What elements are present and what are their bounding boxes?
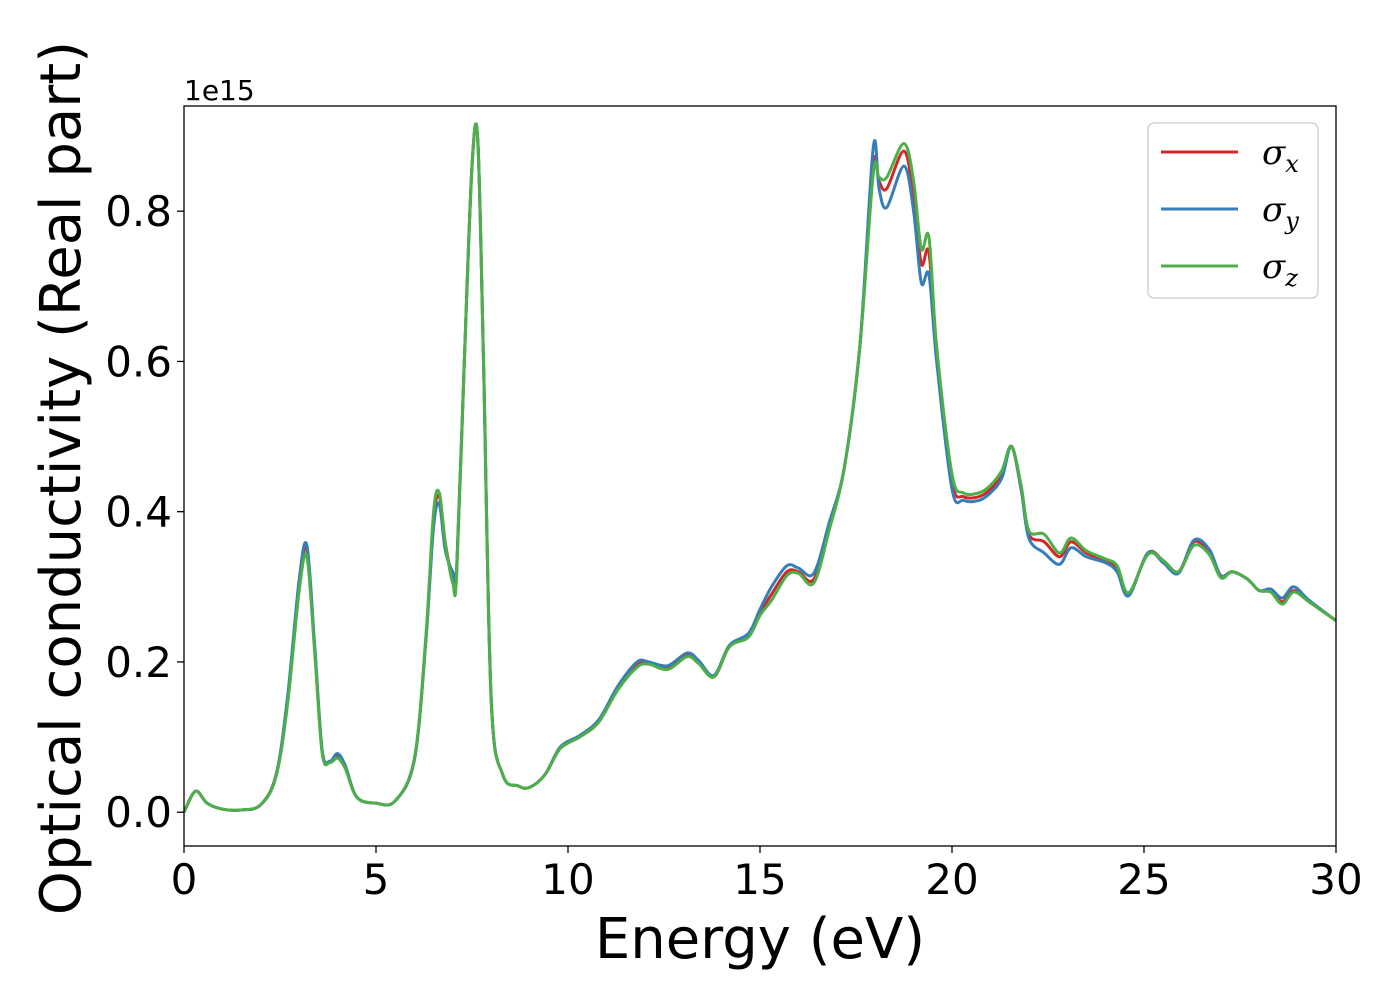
y-offset-label: 1e15: [184, 74, 255, 107]
series-line-sigma-z: [184, 122, 1336, 813]
x-tick-label: 15: [733, 855, 786, 904]
y-tick-label: 0.0: [105, 788, 172, 837]
x-axis-label: Energy (eV): [595, 907, 925, 972]
plot-area: [184, 106, 1336, 846]
y-tick-label: 0.4: [105, 488, 172, 537]
y-axis-label: Optical conductivity (Real part): [29, 41, 94, 915]
x-tick-label: 5: [363, 855, 390, 904]
legend-label-sigma-x: σx: [1262, 133, 1299, 178]
x-tick-label: 0: [171, 855, 198, 904]
x-tick-label: 10: [541, 855, 594, 904]
legend-label-sigma-y: σy: [1262, 190, 1299, 235]
legend-label-sigma-z: σz: [1262, 247, 1298, 292]
y-tick-label: 0.8: [105, 187, 172, 236]
x-tick-label: 25: [1117, 855, 1170, 904]
x-tick-label: 20: [925, 855, 978, 904]
y-tick-label: 0.2: [105, 638, 172, 687]
x-tick-label: 30: [1309, 855, 1362, 904]
y-tick-label: 0.6: [105, 337, 172, 386]
legend: σx σy σz: [1147, 122, 1319, 299]
